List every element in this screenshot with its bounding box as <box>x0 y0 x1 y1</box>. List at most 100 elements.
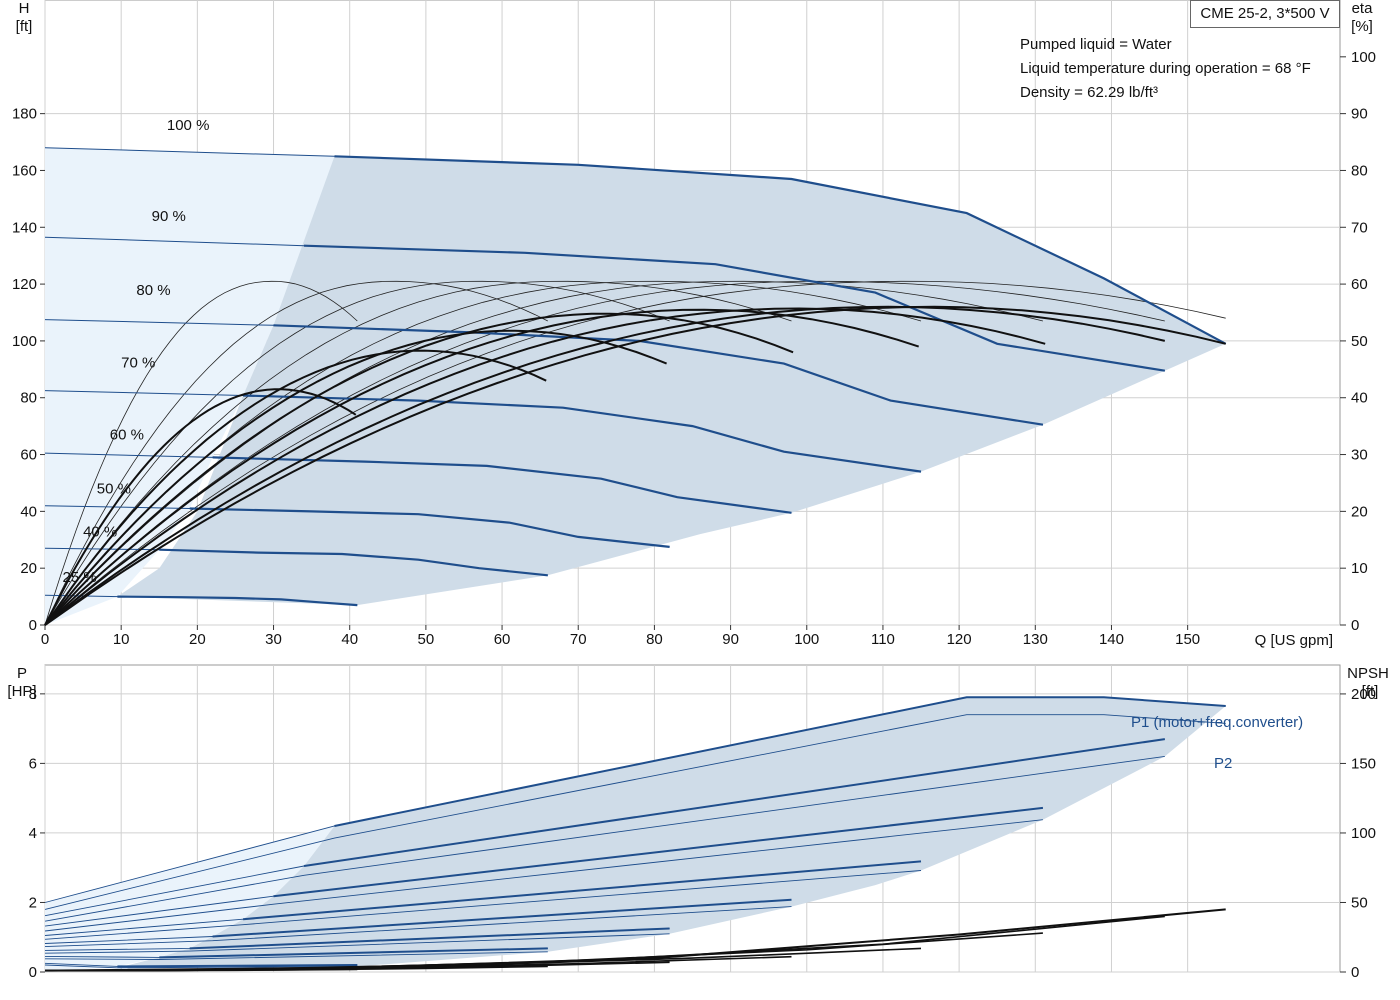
y2-tick-label: 90 <box>1351 106 1368 123</box>
x-tick-label: 10 <box>113 631 130 648</box>
y-tick-label: 180 <box>12 106 37 123</box>
p2-curve-4 <box>44 870 922 940</box>
x-tick-label: 50 <box>418 631 435 648</box>
eta-curve-3 <box>44 329 667 626</box>
x-tick-label: 150 <box>1175 631 1200 648</box>
y2-axis-unit: [%] <box>1351 18 1373 35</box>
y-tick-label: 60 <box>20 447 37 464</box>
speed-label-4: 70 % <box>121 354 155 371</box>
y-tick-label: 40 <box>20 503 37 520</box>
p2-curve-7 <box>44 951 548 960</box>
y-tick-label: 160 <box>12 162 37 179</box>
p2-curve-6 <box>44 933 670 954</box>
p1-curve-1 <box>334 696 1226 827</box>
p-tick-label: 2 <box>29 894 37 911</box>
p1-curve-4 <box>243 860 922 921</box>
y-axis-label: H <box>19 0 30 17</box>
p-axis-unit: [HP] <box>7 683 36 700</box>
p1-curve-7 <box>159 947 548 959</box>
npsh-tick-label: 200 <box>1351 686 1376 703</box>
y-tick-label: 0 <box>29 617 37 634</box>
p2-series-label: P2 <box>1214 755 1232 772</box>
head-curve-3 <box>273 324 1044 426</box>
x-tick-label: 80 <box>646 631 663 648</box>
y-tick-label: 100 <box>12 333 37 350</box>
eta-thin-curve-1 <box>44 280 358 626</box>
x-tick-label: 140 <box>1099 631 1124 648</box>
p-tick-label: 0 <box>29 964 37 981</box>
y-tick-label: 20 <box>20 560 37 577</box>
p2-curve-8 <box>44 964 358 969</box>
npsh-tick-label: 0 <box>1351 964 1359 981</box>
x-tick-label: 20 <box>189 631 206 648</box>
eta-curve-8 <box>44 305 1226 626</box>
liquid-temperature-note: Liquid temperature during operation = 68… <box>1020 60 1311 77</box>
head-curve-2 <box>303 244 1165 372</box>
eta-curve-4 <box>44 312 794 626</box>
pump-model-box: CME 25-2, 3*500 V <box>1190 0 1340 28</box>
eta-thin-curve-6 <box>44 280 1043 626</box>
head-curve-4 <box>243 394 922 473</box>
p2-curve-1 <box>44 714 1226 910</box>
p1-series-label: P1 (motor+freq.converter) <box>1131 714 1303 731</box>
p2-curve-3 <box>44 819 1043 932</box>
speed-label-1: 100 % <box>167 117 210 134</box>
npsh-axis-label: NPSH <box>1347 665 1389 682</box>
low-flow-region <box>45 147 335 625</box>
eta-curve-6 <box>44 307 1046 626</box>
x-tick-label: 0 <box>41 631 49 648</box>
speed-label-3: 80 % <box>136 282 170 299</box>
y2-tick-label: 30 <box>1351 447 1368 464</box>
head-curve-1 <box>334 155 1227 345</box>
pump-model-label: CME 25-2, 3*500 V <box>1200 5 1330 22</box>
x-tick-label: 110 <box>871 631 895 648</box>
p1-curve-2 <box>303 738 1165 867</box>
npsh-curve-8 <box>45 968 358 972</box>
speed-label-7: 40 % <box>83 523 117 540</box>
pumped-liquid-note: Pumped liquid = Water <box>1020 36 1172 53</box>
head-curve-7 <box>159 548 548 577</box>
head-curve-5 <box>212 456 792 514</box>
p-axis-label: P <box>17 665 27 682</box>
npsh-axis-unit: [ft] <box>1362 683 1379 700</box>
head-curve-6 <box>189 507 670 548</box>
y-tick-label: 140 <box>12 219 37 236</box>
y2-tick-label: 80 <box>1351 162 1368 179</box>
eta-thin-curve-7 <box>44 280 1165 626</box>
y2-tick-label: 60 <box>1351 276 1368 293</box>
y-tick-label: 80 <box>20 390 37 407</box>
eta-curve-7 <box>44 305 1166 626</box>
p-tick-label: 8 <box>29 686 37 703</box>
density-note: Density = 62.29 lb/ft³ <box>1020 84 1158 101</box>
x-tick-label: 100 <box>794 631 819 648</box>
y2-tick-label: 40 <box>1351 390 1368 407</box>
y2-tick-label: 20 <box>1351 503 1368 520</box>
eta-thin-curve-8 <box>44 280 1226 626</box>
operating-region <box>117 156 1226 606</box>
npsh-tick-label: 150 <box>1351 755 1376 772</box>
x-tick-label: 120 <box>947 631 972 648</box>
p2-curve-2 <box>44 755 1165 922</box>
eta-curve-5 <box>44 308 920 626</box>
y2-tick-label: 100 <box>1351 49 1376 66</box>
x-tick-label: 90 <box>722 631 739 648</box>
head-curve-8 <box>117 595 358 607</box>
eta-thin-curve-4 <box>44 280 792 626</box>
speed-label-5: 60 % <box>110 427 144 444</box>
y2-tick-label: 50 <box>1351 333 1368 350</box>
eta-curve-2 <box>44 349 547 626</box>
npsh-tick-label: 50 <box>1351 894 1368 911</box>
x-tick-label: 30 <box>265 631 282 648</box>
p2-curve-5 <box>44 906 792 948</box>
x-tick-label: 130 <box>1023 631 1048 648</box>
y-axis-unit: [ft] <box>16 18 33 35</box>
p-tick-label: 4 <box>29 825 37 842</box>
y2-axis-label: eta <box>1352 0 1374 17</box>
eta-curve-1 <box>44 388 357 626</box>
y2-tick-label: 10 <box>1351 560 1368 577</box>
p1-curve-5 <box>212 898 792 938</box>
x-tick-label: 70 <box>570 631 587 648</box>
y-tick-label: 120 <box>12 276 37 293</box>
p-tick-label: 6 <box>29 755 37 772</box>
